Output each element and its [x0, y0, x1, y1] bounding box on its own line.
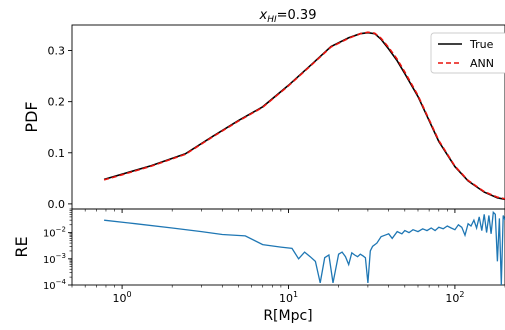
x-tick-label: 102 — [445, 290, 464, 305]
x-tick-label: 101 — [279, 290, 298, 305]
pdf-ytick-label: 0.3 — [48, 45, 66, 58]
legend-ann-label: ANN — [470, 57, 494, 70]
chart-title: xHI=0.39 — [259, 8, 317, 25]
re-ytick-label: 10−4 — [43, 278, 67, 292]
re-ytick-label: 10−2 — [43, 226, 66, 240]
re-panel: 10−2 10−3 10−4 100 101 102 RE R[Mpc] — [12, 208, 505, 324]
pdf-ylabel: PDF — [22, 101, 41, 132]
pdf-ytick-label: 0.2 — [48, 96, 66, 109]
re-ylabel: RE — [12, 236, 31, 257]
series-line-ann — [103, 31, 505, 200]
legend: True ANN — [430, 32, 505, 74]
re-ytick-label: 10−3 — [43, 252, 66, 266]
pdf-ytick-label: 0.0 — [48, 198, 66, 211]
pdf-panel: 0.0 0.1 0.2 0.3 PDF True ANN — [22, 24, 505, 211]
re-panel-frame — [71, 208, 505, 286]
pdf-ytick-label: 0.1 — [48, 147, 66, 160]
legend-true-label: True — [469, 38, 494, 51]
re-series-line — [104, 210, 505, 285]
x-tick-label: 100 — [113, 290, 132, 305]
x-axis-label: R[Mpc] — [263, 308, 312, 324]
